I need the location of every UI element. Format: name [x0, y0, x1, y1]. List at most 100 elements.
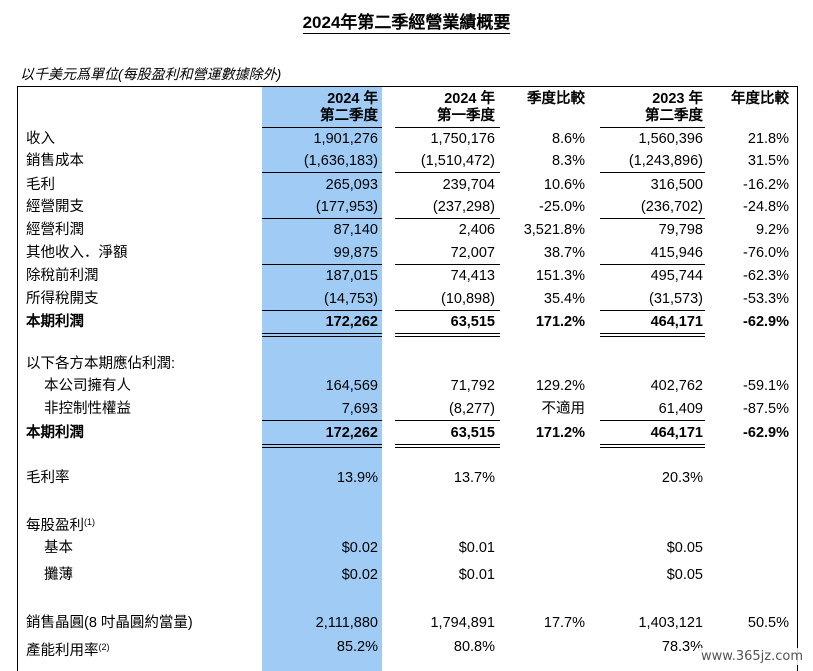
- row-label: 攤薄: [44, 567, 73, 583]
- table-cell: 495,744: [650, 268, 703, 284]
- table-cell: 171.2%: [535, 425, 585, 441]
- table-cell: 171.2%: [535, 314, 585, 330]
- row-label: 基本: [44, 540, 73, 556]
- table-cell: 17.7%: [543, 615, 585, 631]
- table-cell: 151.3%: [535, 268, 585, 284]
- total-rule: [600, 333, 705, 334]
- total-rule: [395, 333, 500, 334]
- header-2024-q1: 2024 年第一季度: [437, 91, 495, 124]
- table-cell: (177,953): [315, 199, 378, 215]
- table-cell: 2,111,880: [315, 615, 378, 631]
- total-rule: [395, 444, 500, 445]
- row-label: 每股盈利(1): [26, 517, 95, 534]
- header-yoy: 年度比較: [731, 91, 789, 107]
- total-rule: [262, 444, 382, 445]
- subtotal-rule: [262, 310, 382, 311]
- table-cell: -62.3%: [743, 268, 789, 284]
- table-cell: 63,515: [450, 425, 495, 441]
- table-cell: 9.2%: [755, 222, 789, 238]
- subtotal-rule: [600, 264, 705, 265]
- table-cell: $0.01: [458, 567, 495, 583]
- subtotal-rule: [600, 420, 705, 421]
- table-cell: 129.2%: [535, 378, 585, 394]
- table-cell: (237,298): [432, 199, 495, 215]
- current-quarter-highlight: [262, 87, 382, 671]
- table-cell: 415,946: [650, 245, 703, 261]
- subtotal-rule: [262, 218, 382, 219]
- table-cell: -62.9%: [743, 425, 789, 441]
- header-qoq: 季度比較: [527, 91, 585, 107]
- total-rule: [600, 447, 705, 448]
- table-row: 基本 $0.02 $0.01 $0.05: [0, 537, 813, 559]
- table-cell: -24.8%: [743, 199, 789, 215]
- table-cell: -25.0%: [539, 199, 585, 215]
- row-label: 所得稅開支: [26, 291, 99, 307]
- table-row: 非控制性權益 7,693 (8,277) 不適用 61,409 -87.5%: [0, 398, 813, 420]
- table-cell: (31,573): [648, 291, 703, 307]
- table-row-total: 本期利潤 172,262 63,515 171.2% 464,171 -62.9%: [0, 311, 813, 333]
- table-cell: 不適用: [541, 401, 586, 417]
- table-row-section: 每股盈利(1): [0, 511, 813, 534]
- table-cell: 35.4%: [543, 291, 585, 307]
- row-label: 毛利: [26, 177, 55, 193]
- subtotal-rule: [600, 310, 705, 311]
- table-row: 所得稅開支 (14,753) (10,898) 35.4% (31,573) -53.3…: [0, 288, 813, 310]
- table-cell: -87.5%: [743, 401, 789, 417]
- table-cell: 85.2%: [336, 639, 378, 655]
- table-cell: 71,792: [450, 378, 495, 394]
- table-cell: 402,762: [650, 378, 703, 394]
- table-cell: 63,515: [450, 314, 495, 330]
- row-label: 收入: [26, 131, 55, 147]
- table-row: 銷售晶圓(8 吋晶圓約當量) 2,111,880 1,794,891 17.7% 1,…: [0, 612, 813, 634]
- table-cell: 78.3%: [661, 639, 703, 655]
- table-frame: [17, 86, 798, 671]
- table-row-total: 本期利潤 172,262 63,515 171.2% 464,171 -62.9%: [0, 422, 813, 444]
- table-cell: 464,171: [650, 425, 703, 441]
- table-cell: (1,636,183): [303, 153, 378, 169]
- subtotal-rule: [600, 218, 705, 219]
- table-cell: 187,015: [325, 268, 378, 284]
- table-cell: 79,798: [658, 222, 703, 238]
- table-cell: -59.1%: [743, 378, 789, 394]
- total-rule: [395, 447, 500, 448]
- table-cell: 265,093: [325, 177, 378, 193]
- row-label: 本期利潤: [26, 314, 84, 330]
- row-label: 除稅前利潤: [26, 268, 99, 284]
- table-cell: $0.05: [666, 567, 703, 583]
- header-rule: [262, 127, 382, 128]
- table-cell: 1,901,276: [313, 131, 378, 147]
- table-cell: 164,569: [325, 378, 378, 394]
- table-cell: 61,409: [658, 401, 703, 417]
- table-cell: 13.9%: [336, 470, 378, 486]
- table-row: 毛利 265,093 239,704 10.6% 316,500 -16.2%: [0, 174, 813, 196]
- table-cell: -53.3%: [743, 291, 789, 307]
- table-cell: 316,500: [650, 177, 703, 193]
- table-cell: 99,875: [333, 245, 378, 261]
- subtotal-rule: [395, 310, 500, 311]
- table-row: 攤薄 $0.02 $0.01 $0.05: [0, 564, 813, 586]
- table-cell: 3,521.8%: [523, 222, 585, 238]
- table-cell: 13.7%: [453, 470, 495, 486]
- subtotal-rule: [395, 218, 500, 219]
- page-title: 2024年第二季經營業績概要: [302, 13, 511, 34]
- table-cell: 50.5%: [747, 615, 789, 631]
- row-label: 非控制性權益: [44, 401, 131, 417]
- table-cell: 172,262: [325, 425, 378, 441]
- row-label: 經營利潤: [26, 222, 84, 238]
- table-cell: 80.8%: [453, 639, 495, 655]
- table-cell: 239,704: [442, 177, 495, 193]
- table-cell: 38.7%: [543, 245, 585, 261]
- row-label: 以下各方本期應佔利潤:: [26, 356, 176, 372]
- subtotal-rule: [262, 264, 382, 265]
- table-cell: -16.2%: [743, 177, 789, 193]
- table-cell: (1,243,896): [628, 153, 703, 169]
- total-rule: [262, 447, 382, 448]
- subtotal-rule: [262, 172, 382, 173]
- table-row: 收入 1,901,276 1,750,176 8.6% 1,560,396 21.8%: [0, 128, 813, 150]
- table-cell: 31.5%: [747, 153, 789, 169]
- table-cell: $0.02: [341, 540, 378, 556]
- subtotal-rule: [395, 264, 500, 265]
- table-row-section: 以下各方本期應佔利潤:: [0, 353, 813, 375]
- table-cell: (1,510,472): [420, 153, 495, 169]
- table-cell: 1,794,891: [430, 615, 495, 631]
